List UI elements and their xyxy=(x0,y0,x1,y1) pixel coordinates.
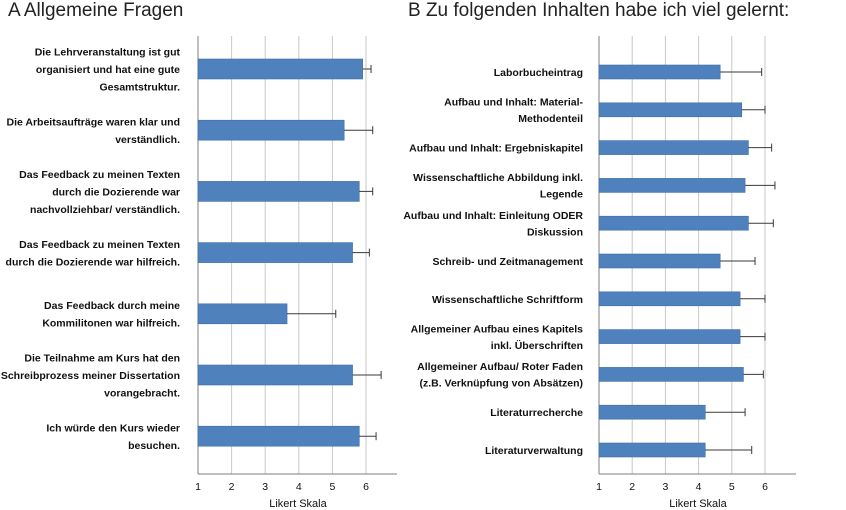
chart-a-category-label-line: Ich würde den Kurs wieder xyxy=(46,422,180,434)
chart-a-category-label-line: Das Feedback zu meinen Texten xyxy=(19,169,180,181)
chart-a-bar xyxy=(197,364,353,386)
chart-b-bar xyxy=(598,140,749,155)
chart-a-category-label-line: Schreibprozess meiner Dissertation xyxy=(1,370,180,382)
chart-b-bar xyxy=(598,291,741,307)
chart-a-x-tick-label: 1 xyxy=(195,481,201,493)
chart-a-category-label-line: Das Feedback durch meine xyxy=(44,300,180,312)
chart-b-bar xyxy=(598,178,746,193)
chart-a-category-label-line: Gesamtstruktur. xyxy=(99,82,180,94)
chart-b-category-label: Schreib- und Zeitmanagement xyxy=(432,256,583,268)
chart-allgemeine-fragen: A Allgemeine Fragen Likert Skala 1 2 3 4 5 6 D… xyxy=(1,0,397,510)
chart-b-category-label-line: Aufbau und Inhalt: Material- xyxy=(444,97,583,109)
chart-a-bar xyxy=(197,58,363,80)
chart-a-category-label: Das Feedback durch meine Kommilitonen war… xyxy=(42,300,180,330)
chart-a-bar xyxy=(197,181,360,202)
chart-a-category-label-line: besuchen. xyxy=(128,440,180,452)
chart-b-category-label: Allgemeiner Aufbau/ Roter Faden (z.B. Ver… xyxy=(417,361,583,390)
chart-b-category-label: Wissenschaftliche Abbildung inkl. Legende xyxy=(413,172,583,201)
chart-b-x-tick-label: 2 xyxy=(629,481,635,493)
chart-a-bar xyxy=(197,242,353,263)
chart-a-x-tick-label: 2 xyxy=(229,481,235,493)
chart-a-bar xyxy=(197,119,345,141)
chart-b-category-label-line: Diskussion xyxy=(527,226,583,238)
chart-b-x-tick-label: 3 xyxy=(662,481,668,493)
chart-b-bar xyxy=(598,367,744,382)
chart-b-category-label: Wissenschaftliche Schriftform xyxy=(432,294,583,306)
chart-b-x-tick-label: 6 xyxy=(762,481,768,493)
chart-b-category-label-line: Allgemeiner Aufbau eines Kapitels xyxy=(411,323,583,335)
chart-b-category-label: Literaturrecherche xyxy=(490,407,583,419)
chart-b-category-label-line: Schreib- und Zeitmanagement xyxy=(432,256,583,268)
chart-a-category-label: Die Lehrveranstaltung ist gut organisiert… xyxy=(35,47,181,94)
chart-b-bar xyxy=(598,329,741,344)
chart-a-category-label-line: organisiert und hat eine gute xyxy=(36,64,180,76)
chart-a-bar xyxy=(197,425,360,447)
chart-inhalte-gelernt: B Zu folgenden Inhalten habe ich viel ge… xyxy=(403,0,796,510)
chart-a-category-label: Das Feedback zu meinen Texten durch die D… xyxy=(19,169,180,216)
chart-b-category-label-line: Literaturverwaltung xyxy=(485,445,583,457)
chart-a-category-label: Ich würde den Kurs wieder besuchen. xyxy=(46,422,180,452)
chart-b-category-label-line: Legende xyxy=(540,189,583,201)
chart-b-category-label: Aufbau und Inhalt: Einleitung ODER Diskus… xyxy=(403,210,583,239)
chart-a-x-axis-title: Likert Skala xyxy=(269,498,327,510)
chart-b-title: B Zu folgenden Inhalten habe ich viel ge… xyxy=(408,0,789,21)
chart-a-category-label-line: Das Feedback zu meinen Texten xyxy=(19,239,180,251)
chart-b-bar xyxy=(598,102,743,118)
chart-b-x-tick-label: 1 xyxy=(596,481,602,493)
chart-a-category-label-line: durch die Dozierende war hilfreich. xyxy=(6,256,181,268)
chart-a-category-label-line: verständlich. xyxy=(115,134,180,146)
chart-b-category-label: Laborbucheintrag xyxy=(494,67,583,79)
chart-b-category-label-line: Methodenteil xyxy=(518,113,583,125)
chart-a-bar xyxy=(197,303,288,325)
chart-b-category-label-line: inkl. Überschriften xyxy=(491,339,583,352)
chart-a-x-tick-label: 6 xyxy=(363,481,369,493)
chart-b-category-label-line: Wissenschaftliche Schriftform xyxy=(432,294,583,306)
chart-b-bar xyxy=(598,442,706,458)
chart-b-bar xyxy=(598,64,721,80)
chart-a-category-label-line: Die Teilnahme am Kurs hat den xyxy=(24,353,180,365)
chart-b-x-axis-title: Likert Skala xyxy=(669,498,727,510)
chart-a-category-label-line: durch die Dozierende war xyxy=(52,186,180,198)
chart-a-category-label: Das Feedback zu meinen Texten durch die D… xyxy=(6,239,181,269)
chart-a-category-label-line: Die Lehrveranstaltung ist gut xyxy=(35,47,181,59)
chart-b-bar xyxy=(598,404,706,420)
chart-b-category-label: Aufbau und Inhalt: Material- Methodenteil xyxy=(444,97,583,126)
chart-b-category-label-line: Laborbucheintrag xyxy=(494,67,583,79)
chart-b-category-label-line: Allgemeiner Aufbau/ Roter Faden xyxy=(417,361,583,373)
chart-a-x-tick-label: 5 xyxy=(329,481,335,493)
chart-a-title: A Allgemeine Fragen xyxy=(8,0,183,21)
chart-b-x-tick-label: 5 xyxy=(729,481,735,493)
chart-a-category-label-line: Die Arbeitsaufträge waren klar und xyxy=(7,116,181,128)
chart-b-category-label-line: Literaturrecherche xyxy=(490,407,583,419)
chart-b-category-label: Allgemeiner Aufbau eines Kapitels inkl. Ü… xyxy=(411,323,583,352)
chart-a-x-tick-label: 3 xyxy=(262,481,268,493)
chart-b-bar xyxy=(598,253,721,269)
chart-b-category-label-line: Aufbau und Inhalt: Einleitung ODER xyxy=(403,210,583,222)
chart-b-category-label: Literaturverwaltung xyxy=(485,445,583,457)
chart-b-category-label-line: (z.B. Verknüpfung von Absätzen) xyxy=(419,378,583,390)
chart-a-category-label-line: vorangebracht. xyxy=(104,388,180,400)
chart-a-category-label: Die Arbeitsaufträge waren klar und verstä… xyxy=(7,116,181,146)
chart-b-x-tick-label: 4 xyxy=(696,481,702,493)
chart-a-category-label-line: nachvollziehbar/ verständlich. xyxy=(30,204,180,216)
chart-a-category-label-line: Kommilitonen war hilfreich. xyxy=(42,318,180,330)
chart-b-category-label-line: Aufbau und Inhalt: Ergebniskapitel xyxy=(409,143,583,155)
chart-a-x-tick-label: 4 xyxy=(296,481,302,493)
chart-b-category-label: Aufbau und Inhalt: Ergebniskapitel xyxy=(409,143,583,155)
chart-a-category-label: Die Teilnahme am Kurs hat den Schreibproz… xyxy=(1,353,180,400)
chart-b-category-label-line: Wissenschaftliche Abbildung inkl. xyxy=(413,172,583,184)
chart-b-bar xyxy=(598,215,749,231)
